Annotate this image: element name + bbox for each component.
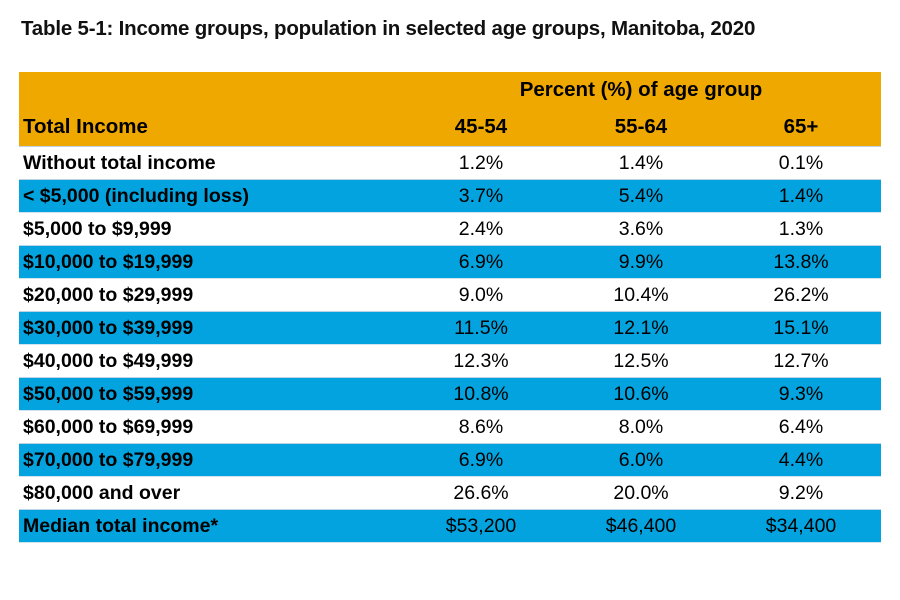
header-percent-of-age-group-cell: Percent (%) of age group — [401, 72, 882, 108]
page-title: Table 5-1: Income groups, population in … — [21, 17, 756, 40]
table-header-row-columns: Total Income 45-54 55-64 65+ — [19, 108, 882, 147]
row-value-55-64: 8.0% — [561, 410, 721, 444]
table-row: $60,000 to $69,999 8.6% 8.0% 6.4% — [19, 410, 882, 444]
table-body: Without total income 1.2% 1.4% 0.1% < $5… — [19, 146, 882, 543]
row-label: $70,000 to $79,999 — [19, 443, 401, 477]
row-value-45-54: 26.6% — [401, 476, 561, 510]
row-value-55-64: 3.6% — [561, 212, 721, 246]
header-col-65-plus-label: 65+ — [783, 115, 819, 138]
table-row: $10,000 to $19,999 6.9% 9.9% 13.8% — [19, 245, 882, 279]
table-row: $50,000 to $59,999 10.8% 10.6% 9.3% — [19, 377, 882, 411]
table-row: $5,000 to $9,999 2.4% 3.6% 1.3% — [19, 212, 882, 246]
income-table: Percent (%) of age group Total Income 45… — [19, 72, 882, 543]
table-row: Without total income 1.2% 1.4% 0.1% — [19, 146, 882, 180]
row-value-55-64: 20.0% — [561, 476, 721, 510]
row-value-65-plus: 6.4% — [721, 410, 882, 444]
table-row: $20,000 to $29,999 9.0% 10.4% 26.2% — [19, 278, 882, 312]
header-spacer-cell — [19, 72, 401, 108]
row-value-45-54: 11.5% — [401, 311, 561, 345]
row-value-55-64: 1.4% — [561, 146, 721, 180]
row-value-45-54: 6.9% — [401, 245, 561, 279]
row-label: $80,000 and over — [19, 476, 401, 510]
row-label: Without total income — [19, 146, 401, 180]
header-col-55-64-label: 55-64 — [614, 115, 668, 138]
income-table-container: Percent (%) of age group Total Income 45… — [19, 72, 882, 543]
header-total-income-cell: Total Income — [19, 108, 401, 147]
header-col-65-plus-cell: 65+ — [721, 108, 882, 147]
row-value-45-54: 6.9% — [401, 443, 561, 477]
row-value-55-64: 10.4% — [561, 278, 721, 312]
table-row: $40,000 to $49,999 12.3% 12.5% 12.7% — [19, 344, 882, 378]
row-value-55-64: 10.6% — [561, 377, 721, 411]
row-value-65-plus: 13.8% — [721, 245, 882, 279]
row-value-45-54: 10.8% — [401, 377, 561, 411]
row-value-65-plus: 26.2% — [721, 278, 882, 312]
row-value-65-plus: 4.4% — [721, 443, 882, 477]
row-value-55-64: 6.0% — [561, 443, 721, 477]
row-label: $20,000 to $29,999 — [19, 278, 401, 312]
row-value-65-plus: 1.3% — [721, 212, 882, 246]
row-value-65-plus: 0.1% — [721, 146, 882, 180]
row-value-45-54: 12.3% — [401, 344, 561, 378]
row-label: $40,000 to $49,999 — [19, 344, 401, 378]
table-row-median: Median total income* $53,200 $46,400 $34… — [19, 509, 882, 543]
table-row: < $5,000 (including loss) 3.7% 5.4% 1.4% — [19, 179, 882, 213]
row-value-65-plus: 9.3% — [721, 377, 882, 411]
row-label: $60,000 to $69,999 — [19, 410, 401, 444]
row-value-55-64: 9.9% — [561, 245, 721, 279]
row-value-45-54: 1.2% — [401, 146, 561, 180]
header-col-45-54-cell: 45-54 — [401, 108, 561, 147]
header-col-45-54-label: 45-54 — [454, 115, 508, 138]
header-percent-of-age-group-label: Percent (%) of age group — [519, 78, 763, 101]
table-row: $30,000 to $39,999 11.5% 12.1% 15.1% — [19, 311, 882, 345]
row-value-45-54: 9.0% — [401, 278, 561, 312]
row-value-65-plus: 15.1% — [721, 311, 882, 345]
header-total-income-label: Total Income — [23, 115, 148, 138]
row-value-55-64: $46,400 — [561, 509, 721, 543]
row-value-45-54: 8.6% — [401, 410, 561, 444]
row-value-65-plus: 1.4% — [721, 179, 882, 213]
row-value-65-plus: 9.2% — [721, 476, 882, 510]
row-value-65-plus: $34,400 — [721, 509, 882, 543]
row-label: $50,000 to $59,999 — [19, 377, 401, 411]
row-value-55-64: 5.4% — [561, 179, 721, 213]
row-value-55-64: 12.5% — [561, 344, 721, 378]
table-row: $80,000 and over 26.6% 20.0% 9.2% — [19, 476, 882, 510]
row-value-65-plus: 12.7% — [721, 344, 882, 378]
header-col-55-64-cell: 55-64 — [561, 108, 721, 147]
row-label: $5,000 to $9,999 — [19, 212, 401, 246]
header-spacer — [19, 72, 401, 108]
table-header-row-spanning: Percent (%) of age group — [19, 72, 882, 108]
row-label: < $5,000 (including loss) — [19, 179, 401, 213]
row-value-55-64: 12.1% — [561, 311, 721, 345]
row-label: $30,000 to $39,999 — [19, 311, 401, 345]
table-header: Percent (%) of age group Total Income 45… — [19, 72, 882, 147]
row-value-45-54: 3.7% — [401, 179, 561, 213]
row-label: $10,000 to $19,999 — [19, 245, 401, 279]
table-row: $70,000 to $79,999 6.9% 6.0% 4.4% — [19, 443, 882, 477]
row-value-45-54: $53,200 — [401, 509, 561, 543]
row-label: Median total income* — [19, 509, 401, 543]
row-value-45-54: 2.4% — [401, 212, 561, 246]
